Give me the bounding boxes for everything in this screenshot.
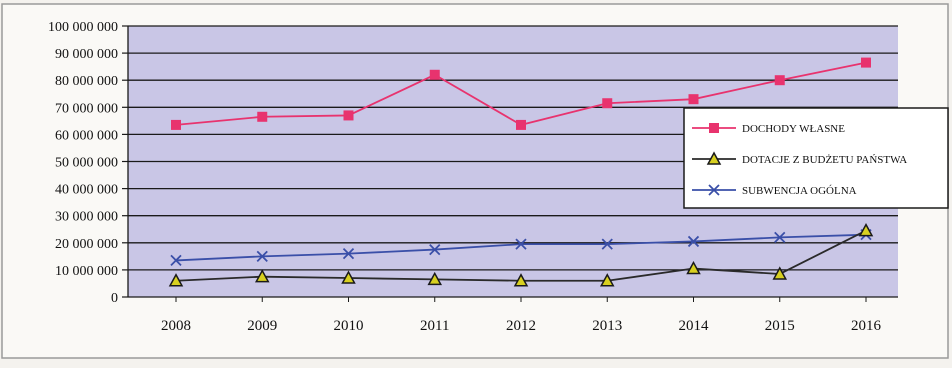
y-tick-label: 100 000 000 (48, 20, 118, 35)
data-point (599, 273, 615, 287)
legend-swatch-marker (709, 123, 719, 133)
data-point (429, 243, 441, 256)
data-point (513, 273, 529, 287)
data-point (254, 269, 270, 283)
data-point (515, 238, 527, 250)
x-tick-label: 2008 (161, 318, 191, 334)
x-tick-label: 2013 (592, 318, 622, 334)
data-point (170, 254, 182, 267)
y-tick-label: 10 000 000 (55, 264, 118, 279)
data-point (516, 119, 526, 130)
data-point (257, 111, 268, 122)
y-tick-label: 80 000 000 (55, 74, 118, 89)
legend-item: DOCHODY WŁASNE (692, 123, 845, 135)
y-tick-label: 70 000 000 (55, 101, 118, 116)
y-axis-tick-labels: 0 10 000 000 20 000 000 30 000 000 40 000 00… (48, 20, 118, 306)
y-tick-label: 20 000 000 (55, 237, 118, 252)
legend-label: DOTACJE Z BUDŻETU PAŃSTWA (742, 154, 907, 166)
y-tick-label: 60 000 000 (55, 128, 118, 143)
data-point (602, 98, 613, 109)
data-point (774, 75, 785, 86)
y-tick-label: 50 000 000 (55, 156, 118, 171)
series-dotacje-z-bud-etu-pa-stwa (168, 223, 874, 287)
data-point (774, 231, 786, 244)
data-point (171, 119, 181, 130)
series-dochody-w-asne (171, 57, 871, 130)
data-point (256, 250, 268, 262)
legend-label: DOCHODY WŁASNE (742, 123, 845, 135)
legend-item: SUBWENCJA OGÓLNA (692, 184, 857, 197)
legend-swatch-marker (706, 151, 722, 165)
data-point (343, 110, 354, 121)
x-tick-label: 2011 (420, 318, 449, 334)
x-tick-label: 2016 (851, 318, 882, 334)
legend-label: SUBWENCJA OGÓLNA (742, 185, 857, 197)
data-point (601, 238, 613, 250)
y-tick-label: 40 000 000 (55, 183, 118, 198)
data-point (342, 248, 355, 260)
y-tick-label: 90 000 000 (55, 47, 118, 62)
data-point (429, 69, 440, 80)
x-axis-tick-labels: 2008 2009 2010 2011 2012 2013 2014 2015 2016 (161, 297, 882, 334)
x-tick-label: 2009 (247, 318, 277, 334)
data-point (341, 270, 356, 284)
x-tick-label: 2015 (765, 318, 795, 334)
data-point (168, 273, 184, 287)
legend-box (683, 107, 949, 209)
y-tick-label: 30 000 000 (55, 210, 118, 225)
x-tick-label: 2010 (334, 318, 364, 334)
series-layer (168, 57, 874, 287)
y-tick-label: 0 (111, 291, 118, 306)
series-subwencja-og-lna (170, 229, 872, 267)
data-point (861, 57, 871, 68)
legend: DOCHODY WŁASNE DOTACJE Z BUDŻETU PAŃSTWA S… (683, 107, 949, 209)
x-tick-label: 2012 (506, 318, 536, 334)
data-point (427, 271, 443, 286)
data-point (687, 235, 700, 248)
legend-swatch-marker (708, 184, 720, 196)
data-point (772, 266, 788, 280)
legend-item: DOTACJE Z BUDŻETU PAŃSTWA (692, 151, 907, 166)
data-point (688, 94, 699, 105)
x-tick-label: 2014 (679, 318, 710, 334)
data-point (686, 260, 701, 275)
data-point (858, 223, 874, 237)
